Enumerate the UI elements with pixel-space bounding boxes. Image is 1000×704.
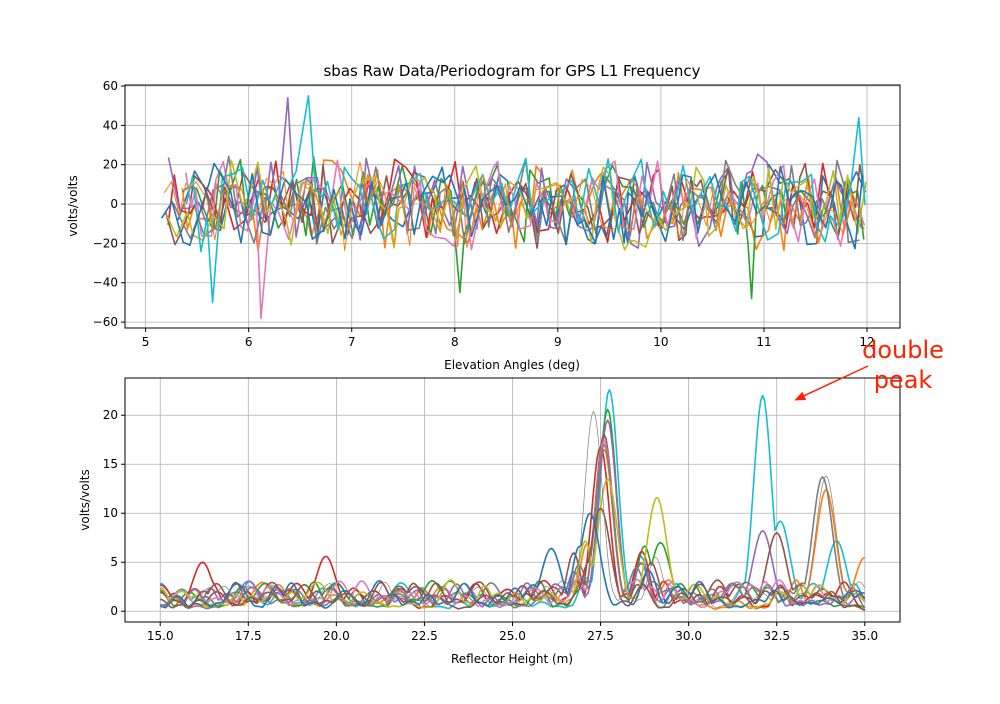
top-ytick-label: −40	[93, 276, 118, 290]
bottom-xtick-label: 20.0	[323, 629, 350, 643]
top-xtick-label: 5	[142, 335, 150, 349]
bottom-xtick-label: 27.5	[587, 629, 614, 643]
bottom-ytick-label: 20	[103, 408, 118, 422]
bottom-xtick-label: 35.0	[851, 629, 878, 643]
annotation-arrow-head	[794, 391, 807, 401]
top-xtick-label: 6	[245, 335, 253, 349]
bottom-chart: 15.0 17.5 20.0 22.5 25.0 27.5 30.0 32.5 35.0 0 5 10…	[78, 336, 944, 666]
annotation-arrow-shaft	[802, 365, 869, 398]
bottom-ytick-label: 15	[103, 457, 118, 471]
top-ytick-label: 60	[103, 79, 118, 93]
bottom-series-line	[160, 507, 866, 611]
bottom-xtick-label: 17.5	[235, 629, 262, 643]
bottom-ytick-label: 5	[110, 555, 118, 569]
annotation-line2: peak	[874, 366, 933, 394]
top-xtick-label: 11	[756, 335, 771, 349]
top-xtick-label: 7	[348, 335, 356, 349]
top-ytick-label: 0	[110, 197, 118, 211]
bottom-series-line	[160, 410, 866, 609]
top-series-line	[160, 162, 864, 250]
bottom-ticks: 15.0 17.5 20.0 22.5 25.0 27.5 30.0 32.5 35.0 0 5 10…	[103, 408, 878, 643]
top-plot-frame	[124, 84, 901, 329]
bottom-xtick-label: 22.5	[411, 629, 438, 643]
top-chart-title: sbas Raw Data/Periodogram for GPS L1 Fre…	[323, 62, 700, 80]
top-series-line	[185, 95, 866, 304]
top-series-line	[163, 161, 863, 251]
bottom-xtick-label: 25.0	[499, 629, 526, 643]
bottom-xtick-label: 30.0	[675, 629, 702, 643]
bottom-series-line	[160, 512, 866, 609]
bottom-series	[159, 389, 866, 612]
annotation-arrow	[794, 365, 869, 401]
top-xtick-label: 9	[554, 335, 562, 349]
top-ytick-label: −20	[93, 236, 118, 250]
top-ytick-label: −60	[93, 315, 118, 329]
top-x-label: Elevation Angles (deg)	[444, 358, 580, 372]
bottom-ytick-label: 10	[103, 506, 118, 520]
top-ytick-label: 40	[103, 118, 118, 132]
top-ytick-label: 20	[103, 158, 118, 172]
bottom-xtick-label: 15.0	[147, 629, 174, 643]
top-series	[160, 95, 867, 319]
top-chart: sbas Raw Data/Periodogram for GPS L1 Fre…	[66, 62, 901, 372]
bottom-x-label: Reflector Height (m)	[451, 652, 573, 666]
bottom-y-label: volts/volts	[78, 469, 92, 531]
annotation-line1: double	[862, 336, 944, 364]
bottom-series-line	[159, 439, 866, 609]
bottom-xtick-label: 32.5	[763, 629, 790, 643]
top-ticks: 5 6 7 8 9 10 11 12 −60 −40 −20 0 20 40 60	[93, 79, 875, 349]
top-xtick-label: 12	[859, 335, 874, 349]
top-y-label: volts/volts	[66, 175, 80, 237]
top-xtick-label: 10	[653, 335, 668, 349]
top-series-line	[185, 159, 866, 319]
bottom-ytick-label: 0	[110, 604, 118, 618]
top-xtick-label: 8	[451, 335, 459, 349]
